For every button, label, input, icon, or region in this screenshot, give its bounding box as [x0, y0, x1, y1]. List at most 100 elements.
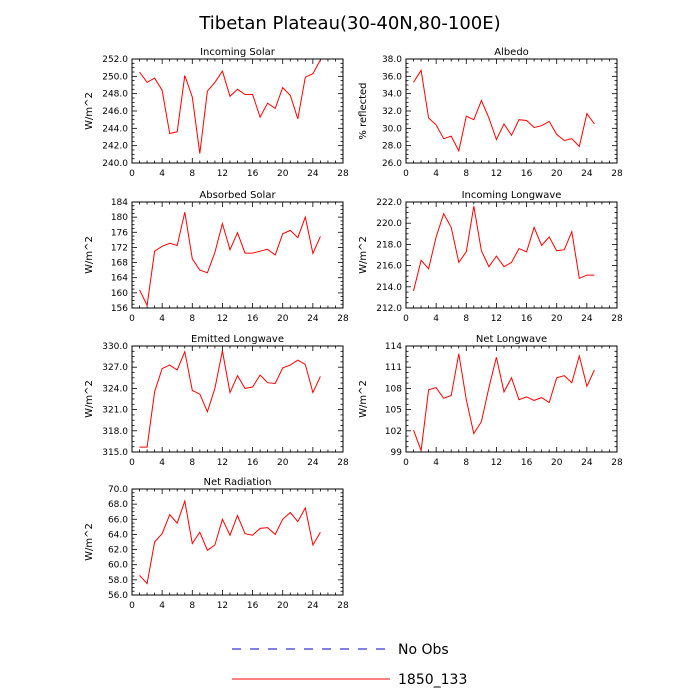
y-tick-label: 156: [111, 304, 128, 314]
x-tick-label: 4: [433, 458, 439, 468]
y-tick-label: 66.0: [108, 515, 128, 525]
y-tick-label: 58.0: [108, 576, 128, 586]
y-tick-label: 220.0: [376, 219, 402, 229]
x-tick-label: 4: [159, 169, 165, 179]
y-tick-label: 111: [385, 363, 402, 373]
panel-title: Albedo: [494, 47, 529, 58]
x-tick-label: 24: [307, 601, 319, 611]
y-tick-label: 34.0: [382, 90, 402, 100]
x-tick-label: 24: [581, 314, 593, 324]
panel-0: Incoming Solar W/m^2 0 4 8 12 16 20 24 28 240.0 242…: [84, 47, 349, 179]
panel-frame: [131, 345, 344, 453]
x-tick-label: 28: [611, 169, 623, 179]
x-tick-label: 20: [551, 458, 563, 468]
y-axis-label: W/m^2: [84, 523, 95, 561]
y-tick-label: 64.0: [108, 530, 128, 540]
x-tick-label: 0: [129, 314, 135, 324]
y-tick-label: 30.0: [382, 124, 402, 134]
x-tick-label: 12: [491, 458, 502, 468]
x-tick-label: 8: [189, 314, 195, 324]
series-line-1850_133: [413, 206, 595, 292]
x-tick-label: 12: [491, 314, 502, 324]
y-tick-label: 222.0: [376, 198, 402, 208]
y-tick-label: 218.0: [376, 240, 402, 250]
x-tick-label: 24: [581, 458, 593, 468]
x-tick-label: 20: [277, 169, 289, 179]
x-tick-label: 0: [403, 169, 409, 179]
y-tick-label: 172: [111, 243, 128, 253]
x-tick-label: 28: [337, 314, 349, 324]
x-tick-label: 20: [551, 314, 563, 324]
y-tick-label: 168: [111, 259, 128, 269]
x-tick-label: 24: [581, 169, 593, 179]
x-tick-label: 16: [247, 601, 259, 611]
panel-title: Absorbed Solar: [199, 190, 276, 201]
y-tick-label: 240.0: [102, 159, 128, 169]
series-line-1850_133: [413, 353, 595, 451]
y-tick-label: 250.0: [102, 72, 128, 82]
y-tick-label: 327.0: [102, 363, 128, 373]
y-axis-label: W/m^2: [84, 92, 95, 130]
panel-frame: [405, 201, 618, 309]
x-tick-label: 12: [217, 458, 228, 468]
x-tick-label: 16: [247, 458, 259, 468]
y-tick-label: 160: [111, 289, 128, 299]
series-line-1850_133: [139, 499, 321, 585]
x-tick-label: 0: [129, 169, 135, 179]
series-line-1850_133: [139, 212, 321, 308]
y-axis-label: W/m^2: [358, 236, 369, 274]
x-tick-label: 16: [521, 169, 533, 179]
panel-title: Incoming Longwave: [462, 190, 562, 201]
panel-frame: [405, 345, 618, 453]
x-tick-label: 16: [521, 314, 533, 324]
y-tick-label: 180: [111, 213, 128, 223]
y-tick-label: 318.0: [102, 427, 128, 437]
x-tick-label: 20: [277, 314, 289, 324]
y-tick-label: 248.0: [102, 90, 128, 100]
panel-3: Incoming Longwave W/m^2 0 4 8 12 16 20 24 28 212.0…: [358, 190, 623, 324]
x-tick-label: 24: [307, 169, 319, 179]
panel-title: Net Radiation: [204, 477, 272, 488]
y-tick-label: 68.0: [108, 500, 128, 510]
legend-label-0: No Obs: [398, 642, 449, 658]
y-tick-label: 36.0: [382, 72, 402, 82]
y-tick-label: 330.0: [102, 342, 128, 352]
y-axis-label: W/m^2: [84, 236, 95, 274]
x-tick-label: 28: [611, 314, 623, 324]
x-tick-label: 12: [217, 314, 228, 324]
x-tick-label: 8: [463, 458, 469, 468]
x-tick-label: 0: [403, 314, 409, 324]
y-tick-label: 216.0: [376, 262, 402, 272]
legend: No Obs 1850_133: [232, 642, 467, 688]
panel-1: Albedo % reflected 0 4 8 12 16 20 24 28 26.0 28.0 30…: [358, 47, 623, 179]
x-tick-label: 4: [433, 314, 439, 324]
y-tick-label: 212.0: [376, 304, 402, 314]
panel-6: Net Radiation W/m^2 0 4 8 12 16 20 24 28 56.0 58.0 6…: [84, 477, 349, 611]
panel-frame: [405, 58, 618, 164]
x-tick-label: 4: [433, 169, 439, 179]
x-tick-label: 20: [551, 169, 563, 179]
panel-4: Emitted Longwave W/m^2 0 4 8 12 16 20 24 28 315.0 3…: [84, 334, 349, 468]
x-tick-label: 4: [159, 601, 165, 611]
y-tick-label: 324.0: [102, 384, 128, 394]
y-tick-label: 70.0: [108, 485, 128, 495]
x-tick-label: 28: [611, 458, 623, 468]
y-tick-label: 321.0: [102, 406, 128, 416]
y-tick-label: 242.0: [102, 142, 128, 152]
x-tick-label: 20: [277, 601, 289, 611]
panel-frame: [131, 201, 344, 309]
x-tick-label: 4: [159, 314, 165, 324]
y-tick-label: 102: [385, 427, 402, 437]
y-tick-label: 184: [111, 198, 128, 208]
y-tick-label: 62.0: [108, 546, 128, 556]
y-tick-label: 60.0: [108, 561, 128, 571]
y-tick-label: 246.0: [102, 107, 128, 117]
x-tick-label: 0: [129, 458, 135, 468]
y-tick-label: 114: [385, 342, 402, 352]
x-tick-label: 28: [337, 601, 349, 611]
y-tick-label: 164: [111, 274, 128, 284]
y-tick-label: 108: [385, 384, 402, 394]
x-tick-label: 0: [403, 458, 409, 468]
x-tick-label: 24: [307, 314, 319, 324]
